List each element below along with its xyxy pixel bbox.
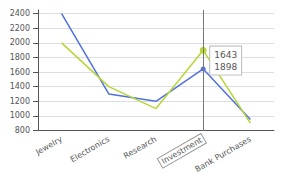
svg-text:Electronics: Electronics — [69, 135, 111, 165]
svg-text:1200: 1200 — [10, 97, 30, 106]
svg-text:1600: 1600 — [10, 68, 30, 77]
svg-text:1898: 1898 — [214, 62, 237, 72]
svg-text:Research: Research — [122, 135, 158, 161]
svg-text:Bank Purchases: Bank Purchases — [194, 135, 253, 174]
svg-text:Investment: Investment — [160, 136, 204, 166]
svg-text:2200: 2200 — [10, 24, 30, 33]
svg-text:2400: 2400 — [10, 9, 30, 18]
svg-text:1000: 1000 — [10, 111, 30, 120]
svg-text:Jewelry: Jewelry — [33, 134, 64, 157]
svg-text:2000: 2000 — [10, 38, 30, 47]
svg-text:1400: 1400 — [10, 82, 30, 91]
svg-text:1800: 1800 — [10, 53, 30, 62]
svg-text:800: 800 — [15, 126, 30, 135]
svg-text:1643: 1643 — [214, 50, 237, 60]
